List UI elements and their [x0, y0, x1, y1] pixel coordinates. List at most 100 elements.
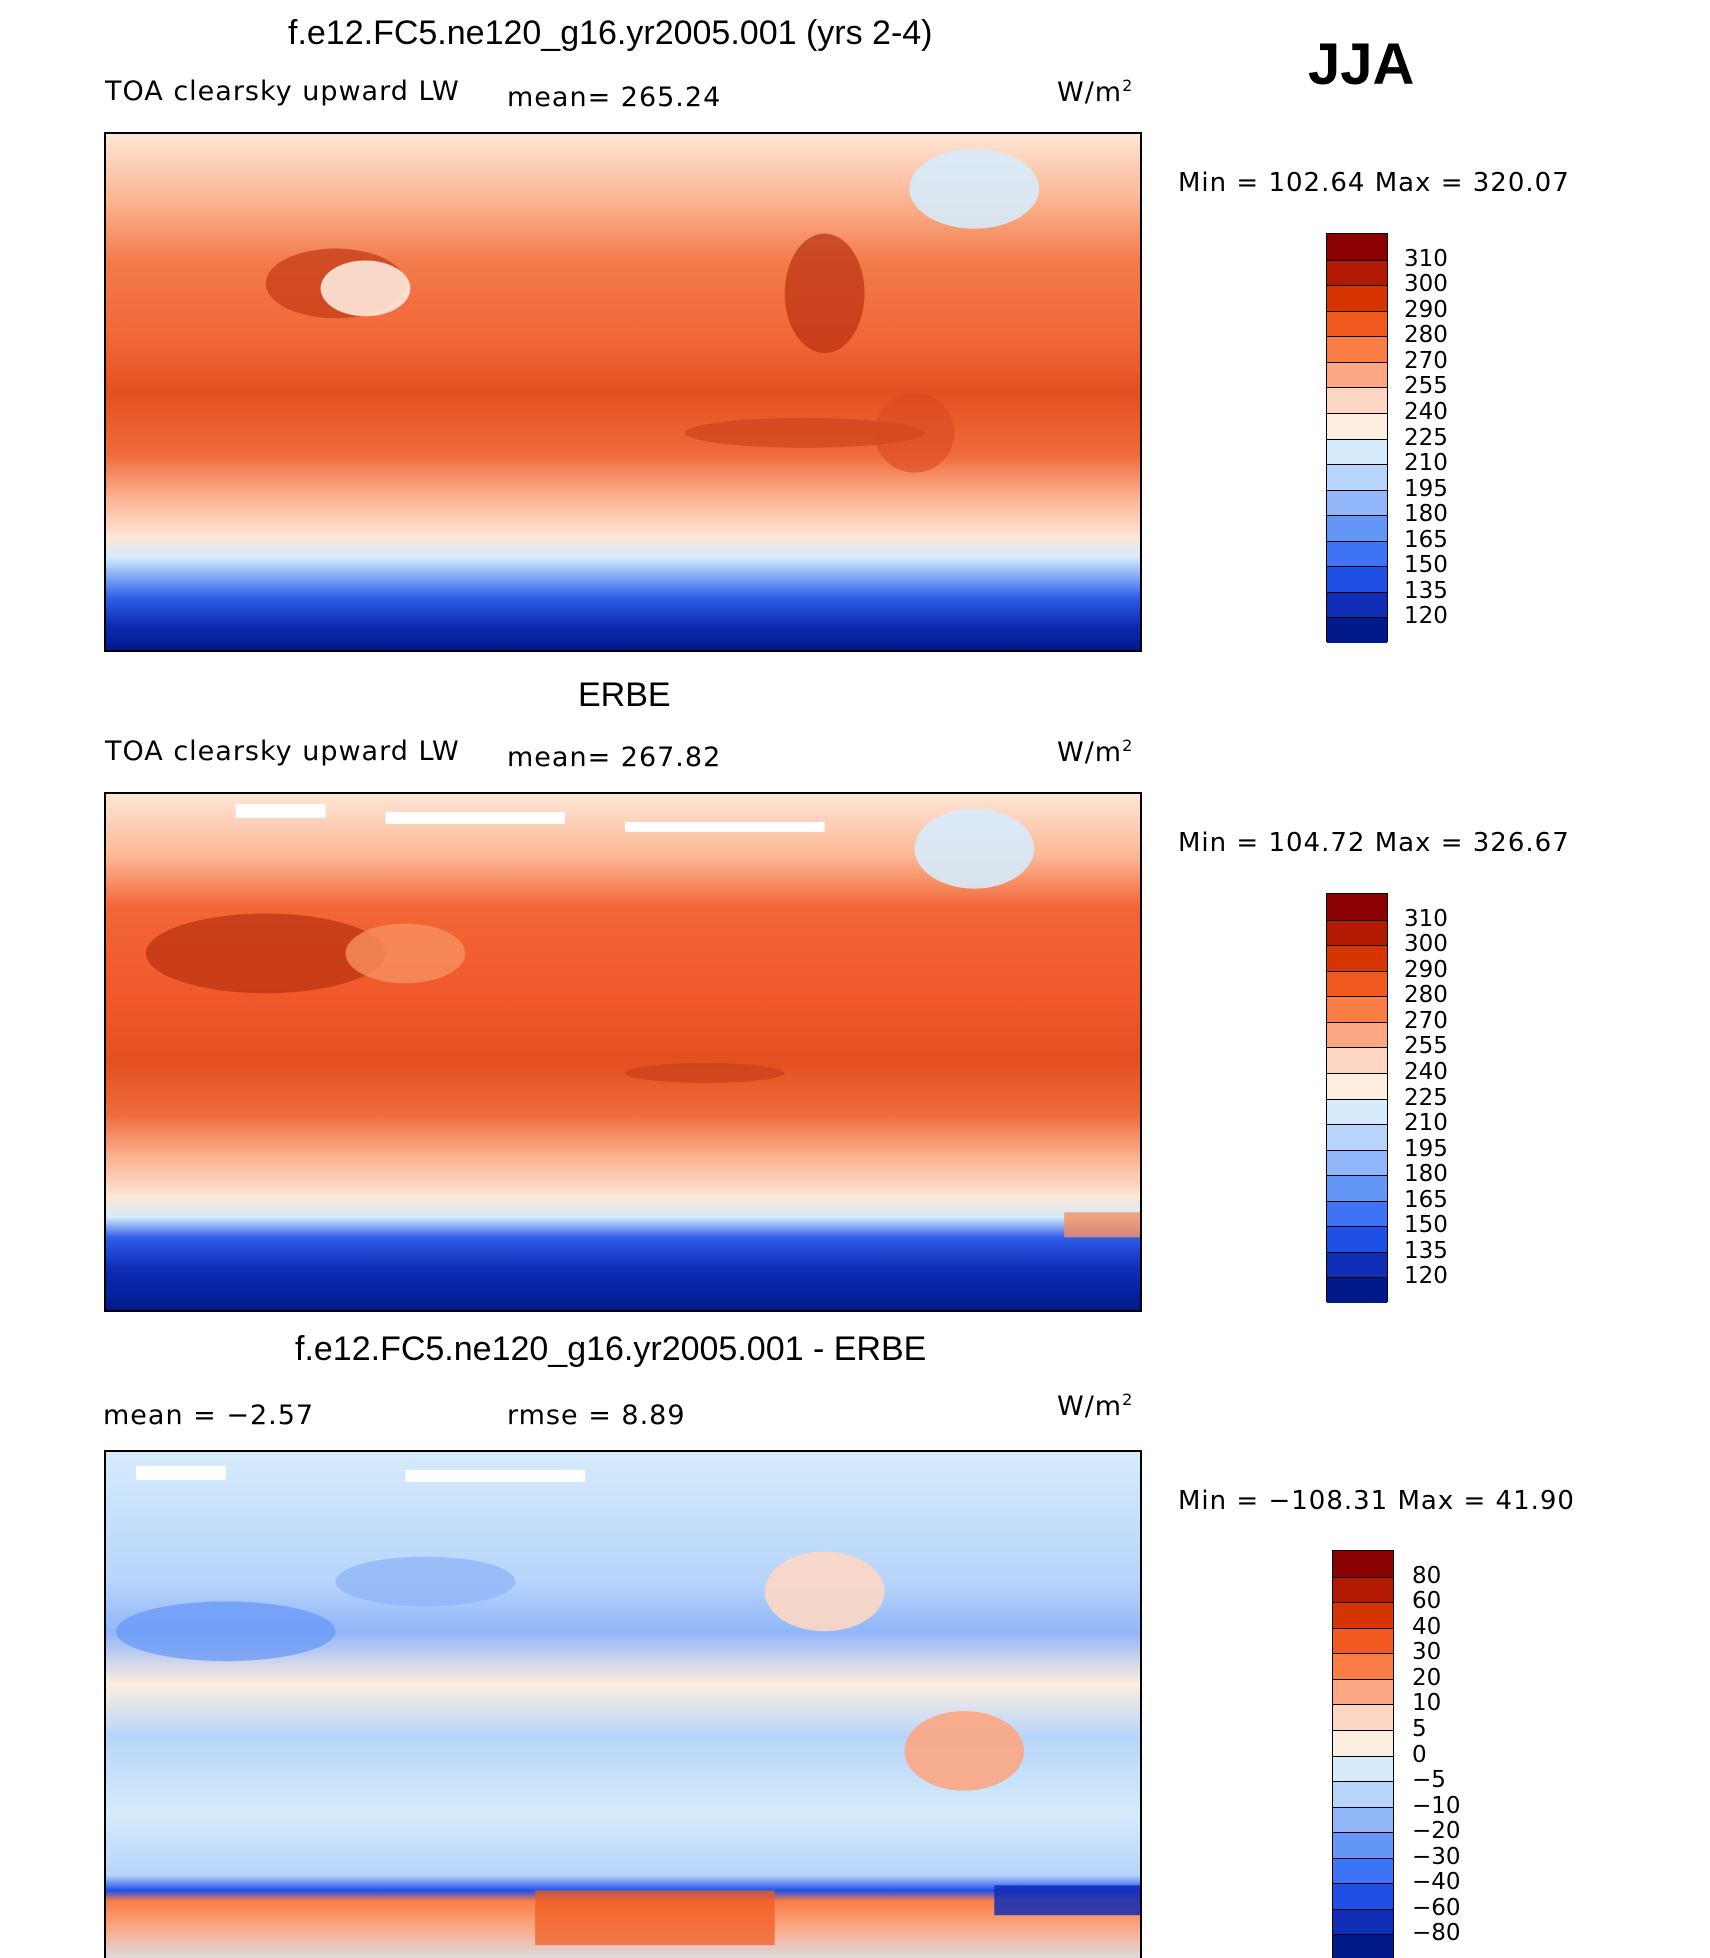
- colorbar-swatch: [1333, 1678, 1393, 1705]
- panel3-title: f.e12.FC5.ne120_g16.yr2005.001 - ERBE: [295, 1330, 927, 1368]
- colorbar-swatch: [1327, 970, 1387, 997]
- colorbar-tick-label: −5: [1412, 1767, 1446, 1794]
- colorbar-swatch: [1327, 894, 1387, 920]
- colorbar-tick-label: −40: [1412, 1869, 1461, 1896]
- colorbar-tick-label: 30: [1412, 1639, 1442, 1666]
- panel1-colorbar: [1326, 233, 1388, 643]
- colorbar-swatch: [1327, 310, 1387, 337]
- colorbar-tick-label: 135: [1404, 577, 1448, 604]
- panel3-map-field: [106, 1452, 1140, 1958]
- panel1-minmax: Min = 102.64 Max = 320.07: [1178, 168, 1570, 198]
- colorbar-tick-label: 150: [1404, 552, 1448, 579]
- colorbar-swatch: [1333, 1832, 1393, 1858]
- panel1-colorbar-ticks: 310 300 290 280 270 255 240 225 210 195 180 165 150 1…: [1404, 233, 1464, 642]
- colorbar-swatch: [1333, 1755, 1393, 1782]
- season-label: JJA: [1308, 32, 1415, 97]
- colorbar-swatch: [1327, 387, 1387, 413]
- panel3-minmax: Min = −108.31 Max = 41.90: [1178, 1486, 1575, 1516]
- colorbar-swatch: [1327, 489, 1387, 516]
- colorbar-swatch: [1333, 1857, 1393, 1884]
- colorbar-swatch: [1327, 438, 1387, 465]
- colorbar-tick-label: 60: [1412, 1588, 1442, 1615]
- colorbar-tick-label: 290: [1404, 296, 1448, 323]
- colorbar-tick-label: 20: [1412, 1664, 1442, 1691]
- colorbar-swatch: [1333, 1729, 1393, 1756]
- colorbar-tick-label: 165: [1404, 1186, 1448, 1213]
- panel2-minmax: Min = 104.72 Max = 326.67: [1178, 828, 1570, 858]
- colorbar-tick-label: −60: [1412, 1894, 1461, 1921]
- colorbar-tick-label: 0: [1412, 1741, 1427, 1768]
- colorbar-swatch: [1327, 566, 1387, 592]
- colorbar-tick-label: 255: [1404, 373, 1448, 400]
- colorbar-swatch: [1327, 1072, 1387, 1099]
- colorbar-tick-label: 310: [1404, 245, 1448, 272]
- colorbar-swatch: [1327, 464, 1387, 490]
- colorbar-tick-label: 40: [1412, 1613, 1442, 1640]
- colorbar-swatch: [1333, 1781, 1393, 1807]
- panel1-mean: mean= 265.24: [507, 82, 722, 113]
- panel3-colorbar-ticks: 80 60 40 30 20 10 5 0 −5 −10 −20 −30 −40 −60 −80: [1412, 1550, 1472, 1958]
- colorbar-tick-label: 195: [1404, 1135, 1448, 1162]
- colorbar-swatch: [1333, 1627, 1393, 1654]
- colorbar-tick-label: −30: [1412, 1843, 1461, 1870]
- colorbar-tick-label: 180: [1404, 501, 1448, 528]
- panel1-variable-label: TOA clearsky upward LW: [105, 76, 460, 107]
- colorbar-tick-label: 300: [1404, 271, 1448, 298]
- colorbar-swatch: [1327, 1047, 1387, 1073]
- panel2-colorbar: [1326, 893, 1388, 1303]
- colorbar-swatch: [1327, 1124, 1387, 1150]
- colorbar-swatch: [1333, 1908, 1393, 1935]
- panel3-mean: mean = −2.57: [103, 1400, 315, 1431]
- colorbar-swatch: [1327, 1251, 1387, 1278]
- panel1-title: f.e12.FC5.ne120_g16.yr2005.001 (yrs 2-4): [288, 14, 933, 52]
- colorbar-swatch: [1327, 234, 1387, 260]
- panel2-variable-label: TOA clearsky upward LW: [105, 736, 460, 767]
- colorbar-swatch: [1333, 1602, 1393, 1628]
- panel3-units-exp: 2: [1122, 1390, 1134, 1409]
- panel2-colorbar-ticks: 310 300 290 280 270 255 240 225 210 195 180 165 150 1…: [1404, 893, 1464, 1302]
- colorbar-swatch: [1327, 945, 1387, 971]
- colorbar-tick-label: 225: [1404, 424, 1448, 451]
- colorbar-swatch: [1333, 1934, 1393, 1958]
- colorbar-swatch: [1327, 919, 1387, 946]
- colorbar-tick-label: 280: [1404, 982, 1448, 1009]
- colorbar-swatch: [1327, 515, 1387, 541]
- colorbar-swatch: [1327, 412, 1387, 439]
- colorbar-swatch: [1333, 1883, 1393, 1909]
- colorbar-swatch: [1333, 1653, 1393, 1679]
- colorbar-swatch: [1327, 1226, 1387, 1252]
- colorbar-tick-label: 5: [1412, 1715, 1427, 1742]
- colorbar-swatch: [1327, 1149, 1387, 1176]
- panel2-units-base: W/m: [1057, 737, 1123, 768]
- colorbar-swatch: [1327, 1098, 1387, 1125]
- colorbar-swatch: [1333, 1576, 1393, 1603]
- colorbar-tick-label: 80: [1412, 1562, 1442, 1589]
- colorbar-tick-label: 10: [1412, 1690, 1442, 1717]
- colorbar-swatch: [1327, 1021, 1387, 1048]
- colorbar-tick-label: 165: [1404, 526, 1448, 553]
- colorbar-swatch: [1327, 996, 1387, 1022]
- colorbar-tick-label: 240: [1404, 1058, 1448, 1085]
- colorbar-swatch: [1327, 336, 1387, 362]
- colorbar-swatch: [1327, 1277, 1387, 1303]
- colorbar-tick-label: 150: [1404, 1212, 1448, 1239]
- panel3-units: W/m2: [1057, 1390, 1134, 1421]
- panel2-units-exp: 2: [1122, 736, 1134, 755]
- colorbar-tick-label: −20: [1412, 1818, 1461, 1845]
- colorbar-tick-label: 120: [1404, 1263, 1448, 1290]
- colorbar-tick-label: 300: [1404, 931, 1448, 958]
- panel2-title: ERBE: [578, 676, 671, 714]
- colorbar-tick-label: 120: [1404, 603, 1448, 630]
- colorbar-tick-label: 290: [1404, 956, 1448, 983]
- colorbar-tick-label: 240: [1404, 398, 1448, 425]
- colorbar-swatch: [1327, 1200, 1387, 1227]
- colorbar-swatch: [1333, 1806, 1393, 1833]
- panel3-map: [104, 1450, 1142, 1958]
- panel2-map: [104, 792, 1142, 1312]
- panel1-units: W/m2: [1057, 78, 1133, 107]
- colorbar-swatch: [1333, 1704, 1393, 1730]
- panel2-units: W/m2: [1057, 736, 1134, 768]
- colorbar-tick-label: 310: [1404, 905, 1448, 932]
- colorbar-tick-label: 280: [1404, 322, 1448, 349]
